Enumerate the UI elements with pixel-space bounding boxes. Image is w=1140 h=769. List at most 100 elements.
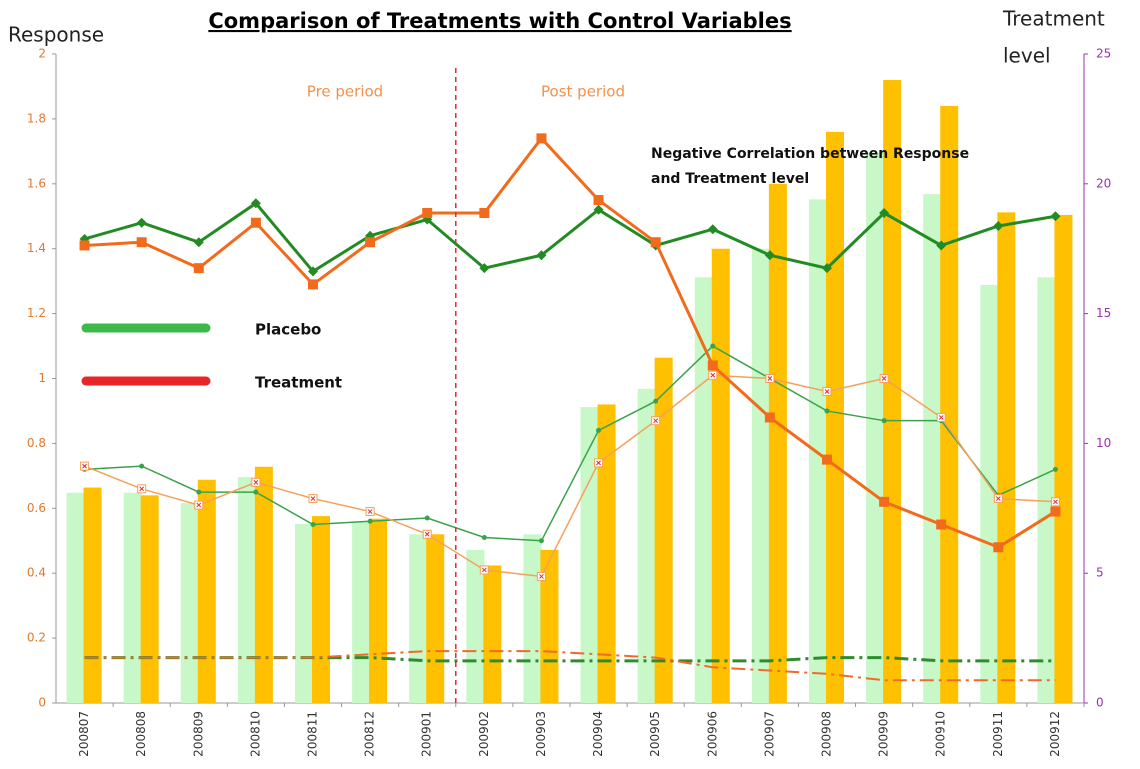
bar (483, 565, 502, 703)
y-tick-label: 0.8 (27, 436, 46, 450)
bar (997, 212, 1016, 703)
x-tick-label: 200902 (477, 711, 491, 757)
y-tick-label: 0.2 (27, 631, 46, 645)
bar (312, 516, 330, 703)
marker (1052, 466, 1058, 472)
bar (694, 277, 713, 703)
bar (352, 521, 371, 703)
bar (426, 534, 445, 703)
marker (250, 217, 261, 228)
bar (923, 194, 942, 703)
marker (596, 460, 601, 466)
y2-tick-label: 5 (1096, 566, 1104, 580)
marker (424, 515, 430, 521)
x-tick-label: 200903 (534, 711, 548, 757)
bar (466, 549, 485, 703)
bar (409, 534, 428, 703)
x-tick-label: 200905 (648, 711, 662, 757)
marker (650, 237, 661, 248)
marker (767, 376, 773, 381)
marker (422, 208, 433, 219)
y2-tick-label: 25 (1096, 47, 1111, 61)
marker (253, 489, 259, 495)
line (84, 136, 1057, 549)
bar (866, 152, 885, 703)
marker (653, 418, 659, 424)
marker (993, 542, 1004, 553)
marker (824, 408, 830, 414)
x-tick-label: 200911 (991, 711, 1005, 757)
x-tick-label: 200908 (820, 711, 834, 757)
y-tick-label: 0.4 (27, 566, 46, 580)
marker (196, 489, 202, 495)
x-tick-label: 200811 (306, 711, 320, 757)
marker (136, 237, 147, 248)
y-tick-label: 0 (38, 696, 46, 710)
annotation: Post period (541, 83, 625, 101)
y2-tick-label: 0 (1096, 696, 1104, 710)
marker (424, 531, 430, 537)
x-tick-label: 200807 (77, 711, 91, 757)
marker (310, 496, 316, 501)
marker (936, 519, 947, 530)
y-tick-label: 1.8 (27, 111, 46, 125)
y2-axis-label: Treatment (1002, 7, 1105, 31)
x-tick-label: 200912 (1048, 711, 1062, 757)
marker (938, 415, 944, 420)
marker (879, 496, 890, 507)
marker (707, 224, 718, 235)
bar (523, 534, 542, 703)
marker (538, 538, 544, 544)
marker (139, 486, 145, 492)
y-tick-label: 1.6 (27, 176, 46, 190)
marker (367, 509, 373, 514)
marker (593, 204, 604, 215)
y2-tick-label: 10 (1096, 436, 1111, 450)
x-tick-label: 200901 (420, 711, 434, 757)
marker (136, 217, 147, 228)
marker (993, 220, 1004, 231)
bar (1054, 214, 1073, 703)
x-tick-label: 200904 (591, 711, 605, 757)
bar (751, 248, 770, 703)
bar (180, 503, 199, 703)
marker (79, 240, 90, 251)
line (84, 650, 1056, 682)
y-tick-label: 1 (38, 371, 46, 385)
marker (481, 567, 487, 573)
y2-tick-label: 15 (1096, 306, 1111, 320)
bar (254, 466, 273, 703)
marker (139, 463, 145, 469)
marker (653, 398, 659, 404)
bar (654, 357, 673, 703)
x-tick-label: 200809 (191, 711, 205, 757)
x-tick-label: 200910 (934, 711, 948, 757)
marker (881, 418, 887, 424)
bar (237, 477, 256, 703)
y-tick-label: 2 (38, 47, 46, 61)
marker (308, 266, 318, 277)
marker (764, 250, 775, 261)
line (84, 345, 1056, 542)
bar (940, 105, 959, 704)
bar (711, 248, 730, 703)
y-tick-label: 1.2 (27, 306, 46, 320)
line (84, 201, 1056, 274)
x-tick-label: 200909 (877, 711, 891, 757)
marker (250, 198, 261, 209)
marker (596, 427, 602, 433)
y2-tick-label: 20 (1096, 176, 1111, 190)
bar (883, 79, 902, 703)
marker (193, 263, 204, 274)
marker (822, 263, 832, 274)
marker (367, 518, 373, 524)
x-tick-label: 200808 (134, 711, 148, 757)
y-axis-label: Response (8, 23, 104, 47)
marker (710, 372, 716, 378)
marker (936, 240, 947, 251)
marker (822, 454, 832, 465)
marker (308, 279, 318, 290)
bar (768, 183, 787, 704)
marker (1050, 506, 1061, 517)
